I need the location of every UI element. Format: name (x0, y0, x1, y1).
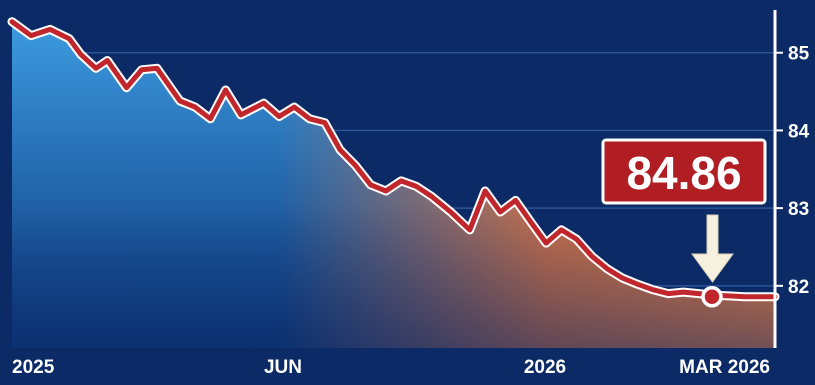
x-tick-label-1: JUN (264, 357, 302, 378)
series-line (7, 17, 780, 308)
area-fade (12, 21, 775, 348)
callout-arrow-icon (691, 214, 734, 283)
end-marker (701, 285, 723, 308)
callout-label: 84.86 (626, 147, 741, 199)
y-tick-label-3: 82 (788, 277, 809, 298)
callout: 84.86 (601, 138, 767, 283)
y-axis: 85 84 83 82 (775, 44, 810, 298)
callout-box (601, 138, 767, 205)
y-tick-label-0: 85 (788, 44, 810, 65)
y-tick-label-1: 84 (788, 121, 810, 142)
x-axis: 2025 JUN 2026 MAR 2026 (12, 357, 770, 378)
x-tick-label-3: MAR 2026 (679, 357, 770, 378)
series-line-path (9, 19, 778, 300)
x-tick-label-0: 2025 (12, 357, 55, 378)
x-tick-label-2: 2026 (524, 357, 566, 378)
y-tick-label-2: 83 (788, 199, 809, 220)
area-fill (12, 21, 775, 348)
